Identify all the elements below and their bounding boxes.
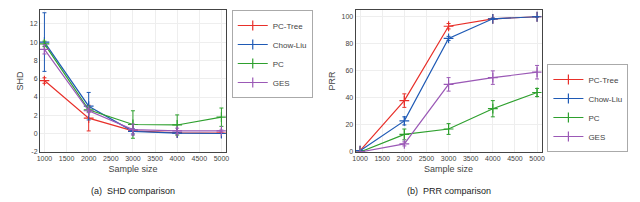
svg-text:40: 40	[345, 94, 353, 101]
svg-text:8: 8	[34, 57, 38, 64]
svg-text:Sample size: Sample size	[424, 164, 473, 174]
svg-text:3000: 3000	[441, 155, 457, 162]
svg-text:PC: PC	[273, 60, 284, 69]
svg-text:1500: 1500	[59, 155, 75, 162]
svg-text:0: 0	[34, 130, 38, 137]
svg-text:1500: 1500	[374, 155, 390, 162]
svg-text:10: 10	[30, 39, 38, 46]
svg-text:GES: GES	[588, 133, 605, 142]
svg-text:12: 12	[30, 20, 38, 27]
svg-text:6: 6	[34, 75, 38, 82]
svg-text:2000: 2000	[397, 155, 413, 162]
svg-text:Chow-Liu: Chow-Liu	[273, 41, 307, 50]
svg-text:3500: 3500	[147, 155, 163, 162]
svg-text:Sample size: Sample size	[108, 164, 157, 174]
svg-text:PC-Tree: PC-Tree	[273, 22, 303, 31]
svg-text:3000: 3000	[125, 155, 141, 162]
svg-text:GES: GES	[273, 79, 290, 88]
svg-text:PRR: PRR	[327, 71, 337, 91]
svg-text:5000: 5000	[214, 155, 230, 162]
svg-text:(b) PRR comparison: (b) PRR comparison	[407, 186, 491, 196]
svg-text:4500: 4500	[192, 155, 208, 162]
svg-text:4000: 4000	[485, 155, 501, 162]
svg-text:20: 20	[345, 121, 353, 128]
svg-text:PC-Tree: PC-Tree	[588, 76, 618, 85]
svg-text:2: 2	[34, 112, 38, 119]
svg-text:Chow-Liu: Chow-Liu	[588, 95, 622, 104]
svg-text:4: 4	[34, 93, 38, 100]
svg-text:-2: -2	[31, 148, 37, 155]
svg-text:(a) SHD comparison: (a) SHD comparison	[91, 186, 175, 196]
svg-text:4500: 4500	[507, 155, 523, 162]
svg-text:60: 60	[345, 67, 353, 74]
svg-text:2000: 2000	[81, 155, 97, 162]
svg-text:5000: 5000	[529, 155, 545, 162]
svg-text:1000: 1000	[352, 155, 368, 162]
svg-text:3500: 3500	[463, 155, 479, 162]
svg-text:100: 100	[342, 13, 354, 20]
svg-text:0: 0	[349, 148, 353, 155]
svg-text:2500: 2500	[419, 155, 435, 162]
svg-text:PC: PC	[588, 114, 599, 123]
svg-text:1000: 1000	[37, 155, 53, 162]
svg-text:80: 80	[345, 40, 353, 47]
svg-text:2500: 2500	[103, 155, 119, 162]
svg-text:SHD: SHD	[15, 71, 25, 91]
svg-text:4000: 4000	[169, 155, 185, 162]
